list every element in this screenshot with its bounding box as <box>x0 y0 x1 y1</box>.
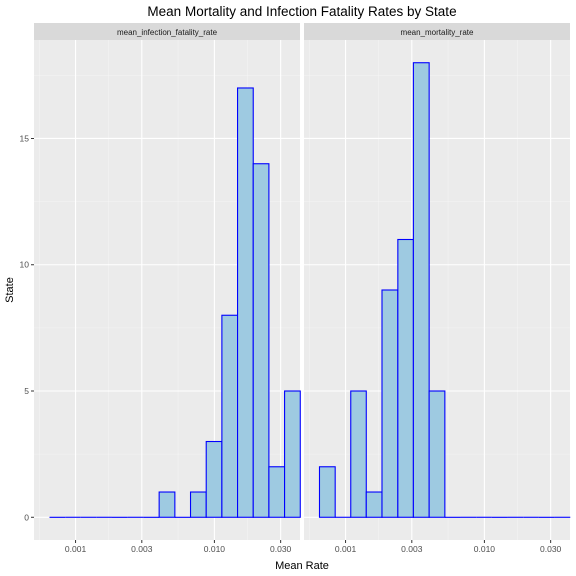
x-tick-label: 0.003 <box>131 544 153 554</box>
histogram-bar <box>159 492 175 517</box>
histogram-bar <box>206 442 222 518</box>
histogram-bar <box>238 88 254 517</box>
y-tick-label: 15 <box>20 133 30 143</box>
chart-title: Mean Mortality and Infection Fatality Ra… <box>147 4 456 19</box>
y-tick-label: 5 <box>24 386 29 396</box>
x-tick-label: 0.001 <box>65 544 87 554</box>
x-tick-label: 0.010 <box>474 544 496 554</box>
x-axis-title: Mean Rate <box>275 560 329 572</box>
histogram-bar <box>269 467 285 518</box>
x-tick-label: 0.030 <box>540 544 562 554</box>
histogram-bar <box>429 391 445 517</box>
histogram-bar <box>319 467 335 518</box>
y-axis-title: State <box>4 277 16 303</box>
histogram-bar <box>413 63 429 518</box>
histogram-bar <box>285 391 301 517</box>
y-tick-label: 0 <box>24 512 29 522</box>
y-axis: 0 5 10 15 <box>20 133 34 522</box>
histogram-bar <box>351 391 367 517</box>
histogram-bar <box>191 492 207 517</box>
x-tick-label: 0.030 <box>270 544 292 554</box>
y-tick-label: 10 <box>20 260 30 270</box>
histogram-bar <box>382 290 398 517</box>
strip-label-right: mean_mortality_rate <box>401 28 474 37</box>
strip-label-left: mean_infection_fatality_rate <box>117 28 218 37</box>
x-axis: 0.001 0.003 0.010 0.030 0.001 0.003 0.010 0.030 <box>65 540 562 554</box>
x-tick-label: 0.003 <box>401 544 423 554</box>
x-tick-label: 0.010 <box>204 544 226 554</box>
histogram-bar <box>222 315 238 517</box>
panel-mortality-rate: mean_mortality_rate <box>304 23 570 540</box>
histogram-bar <box>398 239 414 517</box>
x-tick-label: 0.001 <box>335 544 357 554</box>
histogram-bar <box>253 164 269 518</box>
panel-infection-fatality-rate: mean_infection_fatality_rate <box>34 23 300 540</box>
histogram-bar <box>366 492 382 517</box>
